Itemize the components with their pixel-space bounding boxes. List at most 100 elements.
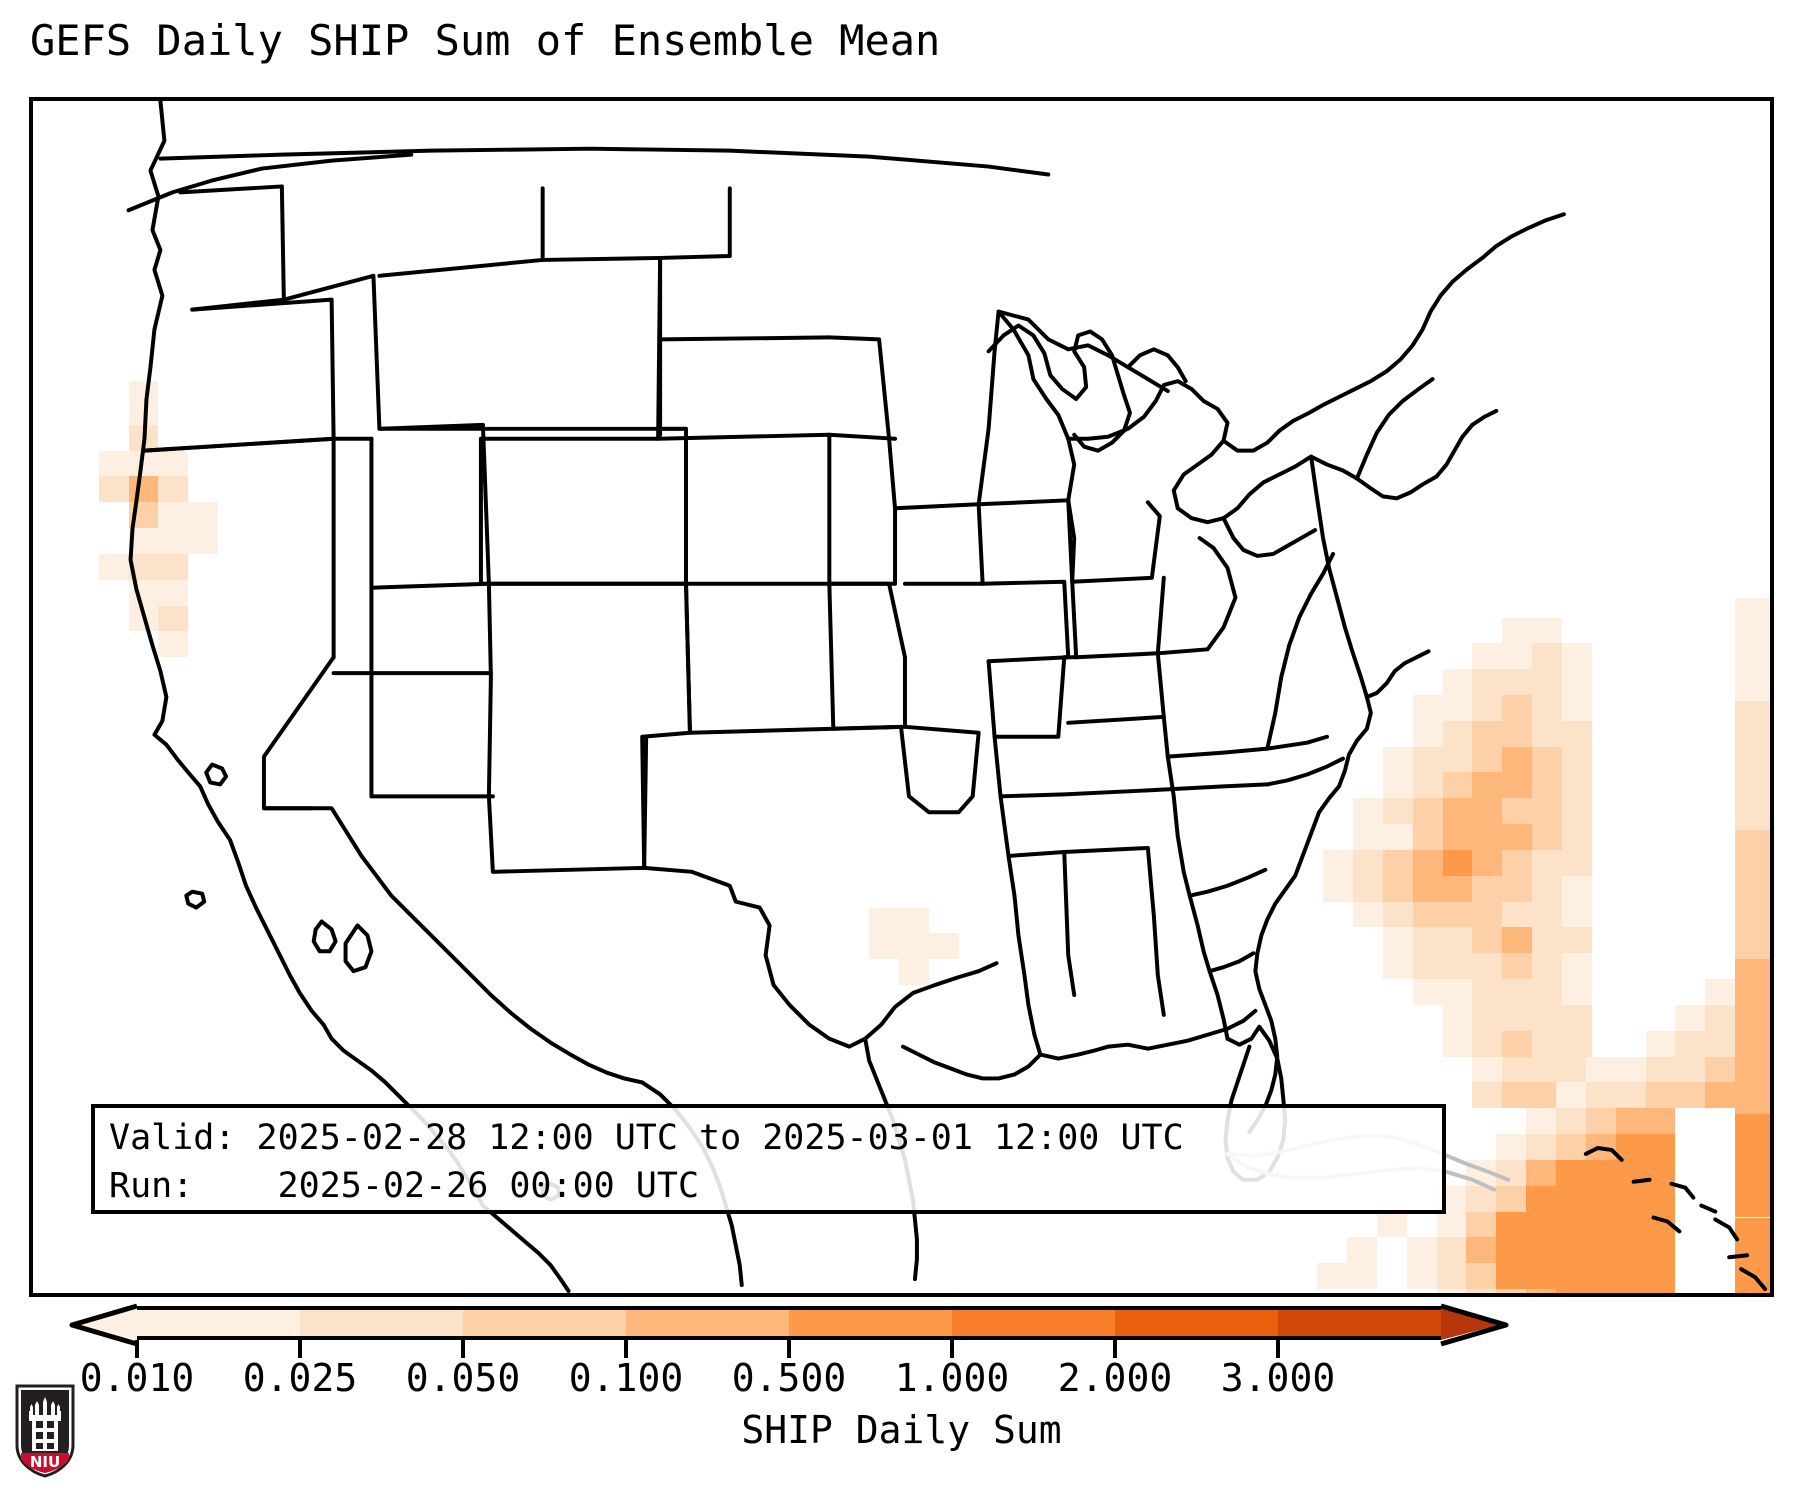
ship-grid-cell <box>1502 875 1533 902</box>
ship-grid-cell <box>1472 669 1503 695</box>
ship-grid-cell <box>1472 1056 1503 1083</box>
ship-grid-cell <box>1382 927 1413 954</box>
ship-grid-cell <box>1466 1211 1497 1238</box>
ship-grid-cell <box>1735 1191 1770 1218</box>
ship-grid-cell <box>1615 1108 1646 1135</box>
ship-grid-cell <box>1382 824 1413 850</box>
ship-grid-cell <box>1466 1237 1497 1264</box>
ship-grid-cell <box>1502 1004 1533 1031</box>
ship-grid-cell <box>1735 700 1770 727</box>
colorbar-tick-label-3: 0.100 <box>568 1356 684 1400</box>
map-panel[interactable]: Valid: 2025-02-28 12:00 UTC to 2025-03-0… <box>29 97 1774 1297</box>
ship-grid-cell <box>1406 1263 1437 1289</box>
colorbar-outline <box>69 1303 1509 1347</box>
ship-grid-cell <box>1502 953 1533 980</box>
ship-grid-cell <box>1561 979 1592 1005</box>
colorbar-segment-2 <box>463 1310 626 1336</box>
ship-grid-cell <box>188 528 219 554</box>
ship-grid-cell <box>1412 927 1443 954</box>
ship-grid-cell <box>1526 1237 1556 1264</box>
ship-grid-cell <box>1561 772 1592 799</box>
ship-grid-cell <box>1532 824 1562 850</box>
colorbar-segment-1 <box>300 1310 463 1336</box>
ship-grid-cell <box>1735 830 1770 856</box>
ship-grid-cell <box>1526 1159 1556 1186</box>
ship-grid-cell <box>1585 1211 1616 1238</box>
colorbar-axis-title: SHIP Daily Sum <box>741 1408 1062 1452</box>
colorbar[interactable]: 0.010 0.025 0.050 0.100 0.500 1.000 2.000 3.000… <box>0 1300 1803 1500</box>
ship-grid-cell <box>1555 1289 1586 1293</box>
ship-grid-cell <box>1382 901 1413 928</box>
ship-grid-cell <box>1472 746 1503 773</box>
colorbar-tick-label-4: 0.500 <box>731 1356 847 1400</box>
ship-grid-cell <box>158 631 189 658</box>
ship-grid-cell <box>1526 1289 1556 1293</box>
colorbar-tick-label-0: 0.010 <box>79 1356 195 1400</box>
ship-grid-cell <box>1442 772 1473 799</box>
ship-grid-cell <box>1735 959 1770 986</box>
ship-grid-cell <box>1526 1134 1556 1160</box>
ship-grid-cell <box>1532 1004 1562 1031</box>
ship-grid-cell <box>1496 1289 1527 1293</box>
ship-grid-cell <box>1412 720 1443 747</box>
map-canvas[interactable]: Valid: 2025-02-28 12:00 UTC to 2025-03-0… <box>33 101 1770 1293</box>
ship-grid-cell <box>1496 1159 1527 1186</box>
ship-grid-cell <box>1561 1004 1592 1031</box>
ship-grid-cell <box>1735 623 1770 650</box>
ship-grid-cell <box>1561 927 1592 954</box>
colorbar-segment-7 <box>1278 1310 1441 1336</box>
colorbar-bar[interactable] <box>69 1303 1732 1347</box>
ship-grid-cell <box>1442 798 1473 825</box>
ship-grid-cell <box>1472 1030 1503 1057</box>
ship-grid-cell <box>1502 798 1533 825</box>
colorbar-tick-4 <box>787 1340 791 1358</box>
ship-grid-cell <box>1705 979 1736 1005</box>
ship-grid-cell <box>899 933 929 960</box>
ship-grid-cell <box>1735 1062 1770 1089</box>
colorbar-segment-5 <box>952 1310 1115 1336</box>
ship-grid-cell <box>1502 669 1533 695</box>
ship-grid-cell <box>1472 1004 1503 1031</box>
ship-grid-cell <box>1615 1082 1646 1109</box>
ship-grid-cell <box>1705 1004 1736 1031</box>
colorbar-segment-6 <box>1115 1310 1278 1336</box>
colorbar-tick-3 <box>624 1340 628 1358</box>
ship-grid-cell <box>1585 1263 1616 1289</box>
ship-grid-cell <box>1735 752 1770 779</box>
ship-grid-cell <box>158 528 189 554</box>
ship-grid-cell <box>1352 824 1383 850</box>
ship-grid-cell <box>899 959 929 986</box>
ship-grid-cell <box>1472 927 1503 954</box>
ship-grid-cell <box>1502 772 1533 799</box>
ship-grid-cell <box>1561 643 1592 670</box>
ship-grid-cell <box>1526 1263 1556 1289</box>
ship-grid-cell <box>1352 901 1383 928</box>
colorbar-tick-5 <box>950 1340 954 1358</box>
ship-grid-cell <box>1532 643 1562 670</box>
ship-grid-cell <box>1412 772 1443 799</box>
ship-grid-cell <box>1532 772 1562 799</box>
ship-grid-cell <box>1735 778 1770 805</box>
ship-grid-cell <box>1555 1211 1586 1238</box>
ship-grid-cell <box>1502 824 1533 850</box>
ship-grid-cell <box>1502 979 1533 1005</box>
ship-grid-cell <box>1436 1289 1467 1293</box>
ship-grid-cell <box>1561 875 1592 902</box>
ship-grid-cell <box>1735 907 1770 934</box>
ship-grid-cell <box>1442 901 1473 928</box>
ship-grid-cell <box>1615 1263 1646 1289</box>
ship-grid-cell <box>1735 1010 1770 1037</box>
colorbar-segment-4 <box>789 1310 952 1336</box>
page-title: GEFS Daily SHIP Sum of Ensemble Mean <box>30 16 941 65</box>
ship-grid-cell <box>98 553 129 580</box>
ship-grid-cell <box>1615 1185 1646 1212</box>
ship-grid-cell <box>1472 720 1503 747</box>
ship-grid-cell <box>1382 746 1413 773</box>
ship-grid-cell <box>158 502 189 529</box>
ship-grid-cell <box>1532 695 1562 721</box>
ship-grid-cell <box>1615 1134 1646 1160</box>
ship-grid-cell <box>1526 1108 1556 1135</box>
colorbar-tick-label-6: 2.000 <box>1057 1356 1173 1400</box>
colorbar-tick-labels: 0.010 0.025 0.050 0.100 0.500 1.000 2.000 3.000 <box>0 1356 1803 1400</box>
ship-grid-cell <box>1532 617 1562 644</box>
